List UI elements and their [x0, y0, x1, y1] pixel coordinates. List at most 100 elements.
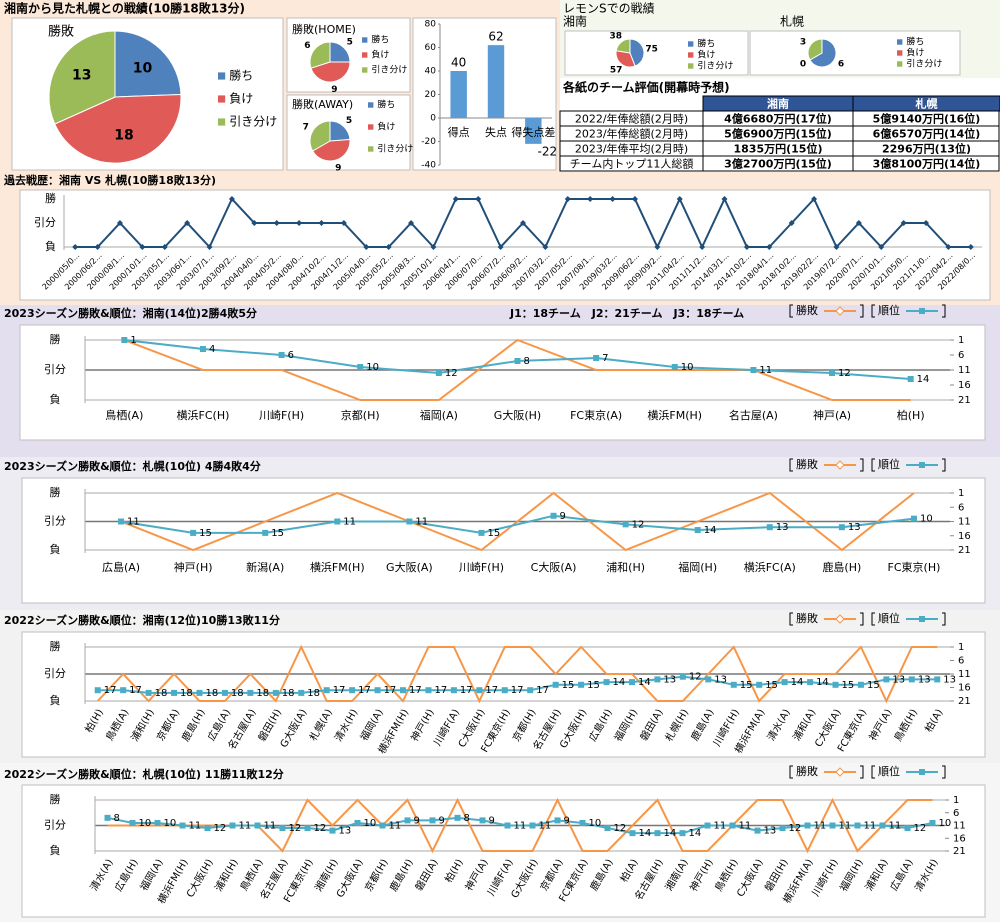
- legend-bracket: [860, 765, 864, 779]
- point-marker: [729, 822, 736, 829]
- legend-label: 順位: [878, 457, 900, 471]
- chart-title: 札幌: [780, 14, 804, 29]
- data-label: 0: [800, 60, 806, 70]
- y-tick-label: 0: [430, 114, 436, 124]
- legend-bracket: [942, 765, 946, 779]
- data-label: 18: [180, 688, 193, 699]
- data-label: 18: [205, 688, 218, 699]
- point-marker: [579, 819, 586, 826]
- data-label: 9: [331, 85, 337, 95]
- data-label: 17: [384, 685, 397, 696]
- pie-slice: [329, 41, 351, 63]
- point-marker: [184, 220, 191, 226]
- legend-swatch: [835, 614, 845, 624]
- pie-slice: [54, 93, 182, 164]
- cell-text: 1835万円(15位): [734, 142, 823, 156]
- y2-tick-label: 1: [958, 642, 964, 653]
- chart-box: [286, 94, 411, 171]
- point-marker: [550, 512, 557, 519]
- point-marker: [705, 676, 712, 683]
- data-label: 10: [589, 818, 602, 829]
- chart-box: [19, 189, 991, 301]
- data-label: 17: [511, 685, 524, 696]
- data-label: 14: [816, 677, 829, 688]
- point-marker: [628, 679, 635, 686]
- chart-title: 過去戦歴：湘南 VS 札幌(10勝18敗13分): [3, 173, 216, 187]
- legend-label: 引き分け: [371, 65, 407, 76]
- chart-title: 2022シーズン勝敗&順位：湘南(12位)10勝13敗11分: [4, 613, 280, 627]
- data-label: 12: [214, 823, 227, 834]
- data-label: 62: [488, 30, 503, 44]
- pie-slice: [309, 120, 331, 152]
- y2-tick-label: 1: [958, 488, 964, 499]
- data-label: 9: [414, 815, 420, 826]
- y-tick-label: 負: [50, 844, 61, 857]
- data-label: 5: [347, 38, 353, 48]
- legend-bracket: [860, 304, 864, 318]
- point-marker: [120, 687, 127, 694]
- data-label: 7: [303, 123, 309, 133]
- y2-tick-label: 16: [958, 380, 971, 391]
- point-marker: [228, 196, 235, 202]
- cell-text: チーム内トップ11人総額: [570, 157, 694, 171]
- point-marker: [552, 681, 559, 688]
- y-tick-label: 負: [50, 393, 61, 406]
- legend-swatch: [897, 50, 903, 56]
- data-label: 11: [389, 821, 402, 832]
- legend-bracket: [789, 304, 793, 318]
- y2-tick-label: 6: [958, 502, 964, 513]
- x-tick-label: 京都(H): [341, 408, 380, 422]
- y-tick-label: 勝: [50, 332, 61, 346]
- point-marker: [161, 244, 168, 250]
- legend-bracket: [789, 765, 793, 779]
- point-marker: [139, 244, 146, 250]
- header-text: 札幌: [915, 97, 938, 111]
- pie-slice: [629, 38, 645, 67]
- data-label: 17: [485, 685, 498, 696]
- y-tick-label: 勝: [50, 639, 61, 653]
- legend-swatch: [897, 61, 903, 67]
- legend-bracket: [789, 612, 793, 626]
- point-marker: [629, 830, 636, 837]
- point-marker: [497, 244, 504, 250]
- data-label: 8: [114, 813, 120, 824]
- y-tick-label: 20: [425, 90, 437, 100]
- point-marker: [779, 825, 786, 832]
- data-label: 14: [613, 677, 626, 688]
- data-label: 13: [776, 522, 789, 533]
- point-marker: [900, 220, 907, 226]
- data-label: 18: [155, 688, 168, 699]
- y2-tick-label: 21: [958, 395, 971, 406]
- data-label: 11: [864, 821, 877, 832]
- cell-text: 3億8100万円(14位): [873, 157, 981, 171]
- point-marker: [514, 358, 521, 364]
- legend-swatch: [919, 769, 925, 775]
- x-tick-label: G大阪(A): [386, 560, 433, 574]
- point-marker: [349, 687, 356, 694]
- point-marker: [520, 220, 526, 226]
- x-tick-label: 名古屋(A): [729, 408, 778, 422]
- data-label: 6: [838, 60, 844, 70]
- point-marker: [278, 352, 285, 358]
- legend-bracket: [789, 458, 793, 472]
- cell-text: 6億6570万円(14位): [873, 127, 981, 141]
- data-label: 11: [814, 821, 827, 832]
- point-marker: [604, 825, 611, 832]
- point-marker: [934, 676, 941, 683]
- point-marker: [704, 822, 711, 829]
- data-label: 10: [681, 362, 694, 373]
- legend-swatch: [362, 67, 368, 73]
- point-marker: [121, 337, 128, 343]
- y2-tick-label: 21: [953, 846, 966, 857]
- y2-tick-label: 11: [953, 821, 966, 832]
- x-tick-label: 横浜FM(H): [647, 408, 702, 422]
- data-label: 11: [343, 517, 356, 528]
- data-label: 14: [689, 828, 702, 839]
- chart-box: [412, 17, 557, 171]
- legend-swatch: [835, 306, 845, 316]
- legend-label: 引き分け: [229, 115, 277, 129]
- data-label: 12: [445, 368, 458, 379]
- point-marker: [94, 244, 101, 250]
- chart-box: [564, 30, 749, 76]
- point-marker: [788, 220, 795, 226]
